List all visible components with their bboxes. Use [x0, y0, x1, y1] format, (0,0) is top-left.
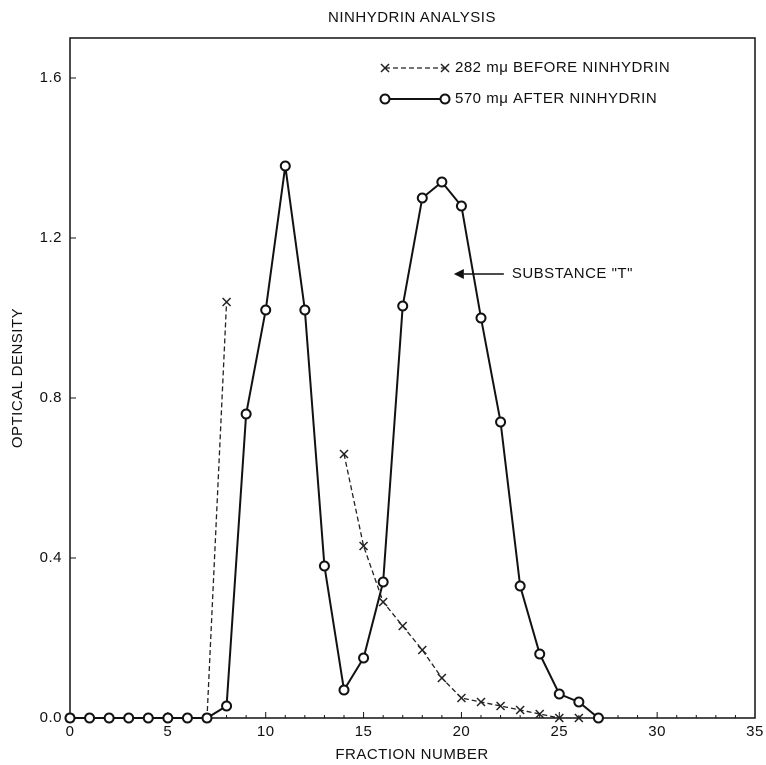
marker-o	[573, 696, 585, 708]
marker-o	[439, 93, 451, 105]
series-line	[70, 165, 600, 719]
marker-o	[358, 652, 370, 664]
marker-o	[84, 712, 96, 724]
marker-o	[592, 712, 604, 724]
marker-x	[222, 297, 232, 307]
marker-o	[123, 712, 135, 724]
y-tick-label: 0.0	[40, 709, 62, 726]
x-tick-label: 30	[648, 723, 666, 740]
marker-o	[103, 712, 115, 724]
x-tick-label: 20	[453, 723, 471, 740]
marker-x	[554, 713, 564, 723]
marker-x	[398, 621, 408, 631]
marker-o	[221, 700, 233, 712]
x-tick-label: 10	[257, 723, 275, 740]
marker-x	[359, 541, 369, 551]
marker-o	[181, 712, 193, 724]
x-tick-label: 15	[355, 723, 373, 740]
marker-o	[240, 408, 252, 420]
marker-x	[417, 645, 427, 655]
x-tick-label: 5	[163, 723, 172, 740]
marker-x	[440, 63, 450, 73]
marker-o	[201, 712, 213, 724]
y-axis-label: OPTICAL DENSITY	[9, 308, 26, 448]
marker-o	[397, 300, 409, 312]
chart-title: NINHYDRIN ANALYSIS	[328, 9, 496, 26]
marker-o	[514, 580, 526, 592]
legend-label: 570 mμ AFTER NINHYDRIN	[455, 90, 657, 107]
marker-x	[515, 705, 525, 715]
marker-o	[260, 304, 272, 316]
marker-x	[456, 693, 466, 703]
marker-o	[379, 93, 391, 105]
y-tick-label: 1.2	[40, 229, 62, 246]
marker-x	[437, 673, 447, 683]
marker-o	[377, 576, 389, 588]
marker-o	[299, 304, 311, 316]
annotation: SUBSTANCE "T"	[512, 265, 633, 282]
marker-o	[142, 712, 154, 724]
marker-o	[495, 416, 507, 428]
plot-frame	[69, 37, 756, 719]
y-tick-label: 0.8	[40, 389, 62, 406]
marker-x	[378, 597, 388, 607]
marker-o	[279, 160, 291, 172]
marker-o	[162, 712, 174, 724]
marker-o	[416, 192, 428, 204]
marker-x	[339, 449, 349, 459]
marker-x	[476, 697, 486, 707]
x-axis-label: FRACTION NUMBER	[335, 746, 488, 763]
marker-x	[574, 713, 584, 723]
marker-o	[455, 200, 467, 212]
marker-x	[496, 701, 506, 711]
legend-label: 282 mμ BEFORE NINHYDRIN	[455, 59, 670, 76]
y-tick-label: 0.4	[40, 549, 62, 566]
marker-o	[64, 712, 76, 724]
marker-o	[436, 176, 448, 188]
marker-o	[553, 688, 565, 700]
marker-o	[318, 560, 330, 572]
y-tick-label: 1.6	[40, 69, 62, 86]
series-line	[70, 301, 579, 719]
marker-x	[535, 709, 545, 719]
marker-x	[380, 63, 390, 73]
marker-o	[534, 648, 546, 660]
marker-o	[338, 684, 350, 696]
x-tick-label: 0	[66, 723, 75, 740]
x-tick-label: 35	[746, 723, 764, 740]
x-tick-label: 25	[550, 723, 568, 740]
annotation-arrow	[453, 269, 464, 279]
marker-o	[475, 312, 487, 324]
